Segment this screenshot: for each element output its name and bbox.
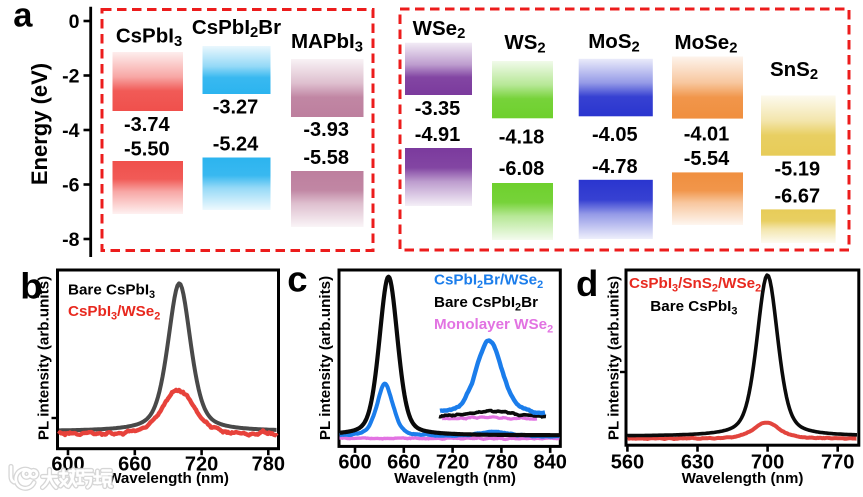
svg-text:840: 840 — [534, 451, 567, 473]
svg-text:Monolayer WSe2: Monolayer WSe2 — [434, 316, 553, 336]
svg-text:700: 700 — [751, 451, 784, 473]
svg-text:-4.18: -4.18 — [499, 127, 545, 149]
svg-text:CsPbI2Br/WSe2: CsPbI2Br/WSe2 — [434, 272, 543, 292]
svg-text:Bare CsPbI3: Bare CsPbI3 — [650, 298, 737, 318]
svg-text:720: 720 — [185, 454, 218, 476]
svg-text:Wavelength (nm): Wavelength (nm) — [394, 470, 516, 487]
svg-text:b: b — [20, 265, 42, 306]
svg-text:-4: -4 — [62, 120, 79, 142]
svg-text:-3.74: -3.74 — [124, 114, 170, 136]
svg-text:-8: -8 — [62, 229, 79, 251]
svg-text:Wavelength (nm): Wavelength (nm) — [682, 470, 804, 487]
svg-text:-3.35: -3.35 — [415, 98, 461, 120]
svg-text:PL intensity (arb.units): PL intensity (arb.units) — [317, 276, 334, 440]
svg-text:a: a — [13, 0, 33, 34]
svg-text:600: 600 — [338, 451, 371, 473]
svg-text:-6.08: -6.08 — [499, 158, 545, 180]
svg-text:WSe2: WSe2 — [413, 17, 466, 42]
svg-text:CsPbI3: CsPbI3 — [116, 25, 182, 50]
svg-text:Wavelength (nm): Wavelength (nm) — [107, 470, 229, 487]
svg-text:c: c — [287, 259, 307, 300]
svg-text:-5.58: -5.58 — [303, 147, 349, 169]
svg-text:0: 0 — [69, 11, 80, 33]
svg-text:-5.19: -5.19 — [775, 159, 821, 181]
svg-text:770: 770 — [821, 451, 854, 473]
svg-text:-4.05: -4.05 — [592, 124, 638, 146]
svg-text:-5.24: -5.24 — [213, 134, 259, 156]
svg-text:660: 660 — [118, 454, 151, 476]
svg-text:PL intensity (arb.units): PL intensity (arb.units) — [36, 276, 53, 440]
svg-text:CsPbI3/SnS2/WSe2: CsPbI3/SnS2/WSe2 — [629, 275, 761, 295]
svg-text:780: 780 — [252, 454, 285, 476]
svg-text:780: 780 — [485, 451, 518, 473]
svg-text:-3.93: -3.93 — [303, 119, 349, 141]
svg-text:720: 720 — [436, 451, 469, 473]
svg-text:CsPbI3/WSe2: CsPbI3/WSe2 — [68, 303, 160, 323]
svg-text:-4.91: -4.91 — [415, 124, 461, 146]
svg-text:Energy (eV): Energy (eV) — [27, 63, 52, 185]
svg-text:PL intensity (arb.units): PL intensity (arb.units) — [606, 276, 623, 440]
svg-text:630: 630 — [681, 451, 714, 473]
svg-text:MoSe2: MoSe2 — [675, 31, 738, 56]
svg-text:d: d — [576, 263, 598, 304]
svg-text:560: 560 — [611, 451, 644, 473]
svg-text:MAPbI3: MAPbI3 — [291, 30, 363, 55]
svg-text:Bare CsPbI2Br: Bare CsPbI2Br — [434, 294, 538, 314]
svg-text:-4.01: -4.01 — [684, 123, 730, 145]
svg-text:Bare CsPbI3: Bare CsPbI3 — [68, 281, 155, 301]
svg-text:-5.54: -5.54 — [684, 148, 730, 170]
svg-text:660: 660 — [387, 451, 420, 473]
svg-text:-6.67: -6.67 — [775, 185, 821, 207]
svg-text:CsPbI2Br: CsPbI2Br — [192, 16, 281, 41]
svg-text:-5.50: -5.50 — [124, 139, 170, 161]
svg-text:-4.78: -4.78 — [592, 156, 638, 178]
svg-text:MoS2: MoS2 — [588, 30, 640, 55]
svg-text:-2: -2 — [62, 66, 79, 88]
svg-text:-6: -6 — [62, 175, 79, 197]
svg-text:-3.27: -3.27 — [213, 96, 259, 118]
